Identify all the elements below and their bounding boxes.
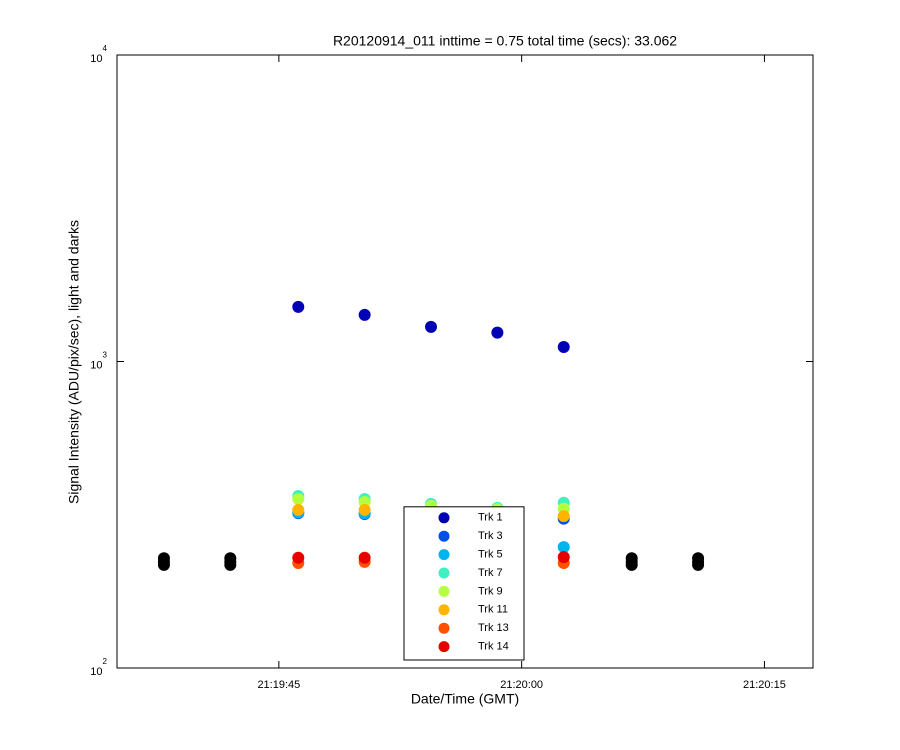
y-axis-label: Signal Intensity (ADU/pix/sec), light an… (66, 220, 82, 504)
data-point (292, 492, 305, 505)
x-tick-label: 21:20:15 (743, 679, 786, 691)
legend-marker (438, 641, 450, 653)
data-point (692, 552, 705, 565)
y-tick-label: 103 (90, 351, 107, 372)
data-point (358, 551, 371, 564)
legend-box (403, 506, 525, 661)
y-tick-exponent: 2 (103, 657, 108, 666)
data-point (557, 541, 570, 554)
data-point (224, 552, 237, 565)
x-tick-label: 21:20:00 (500, 679, 543, 691)
legend-marker (438, 622, 450, 634)
legend-label: Trk 11 (478, 604, 508, 616)
x-tick-label: 21:19:45 (257, 679, 300, 691)
y-tick-label: 102 (90, 657, 107, 678)
y-tick-exponent: 3 (103, 351, 108, 360)
data-point (491, 326, 504, 339)
data-point (557, 551, 570, 564)
x-axis-label: Date/Time (GMT) (411, 691, 519, 707)
legend-label: Trk 1 (478, 512, 503, 524)
data-point (557, 341, 570, 354)
data-point (425, 320, 438, 333)
data-point (557, 510, 570, 523)
legend-marker (438, 604, 450, 616)
y-tick-base: 10 (90, 359, 102, 371)
y-tick-label: 104 (90, 44, 107, 65)
data-point (358, 503, 371, 516)
data-point (358, 308, 371, 321)
y-tick-exponent: 4 (103, 44, 108, 53)
legend-marker (438, 530, 450, 542)
legend-label: Trk 9 (478, 585, 503, 597)
chart-title: R20120914_011 inttime = 0.75 total time … (333, 33, 677, 49)
legend-marker (438, 549, 450, 561)
legend-label: Trk 7 (478, 567, 503, 579)
y-tick-base: 10 (90, 666, 102, 678)
data-point (292, 503, 305, 516)
legend-label: Trk 13 (478, 622, 509, 634)
legend-marker (438, 512, 450, 524)
legend-label: Trk 14 (478, 641, 509, 653)
legend-marker (438, 567, 450, 579)
data-point (625, 552, 638, 565)
data-point (292, 300, 305, 313)
legend-label: Trk 5 (478, 549, 503, 561)
legend-marker (438, 585, 450, 597)
data-point (157, 552, 170, 565)
data-point (292, 551, 305, 564)
legend-label: Trk 3 (478, 530, 503, 542)
y-tick-base: 10 (90, 53, 102, 65)
